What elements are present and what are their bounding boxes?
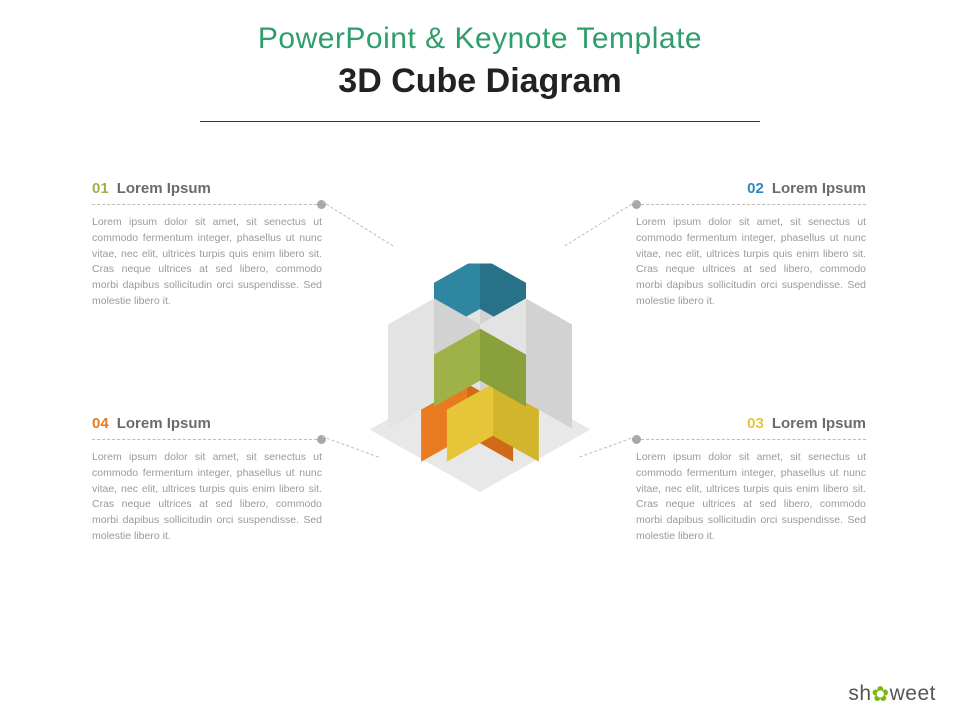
- brand-logo: sh✿weet: [848, 681, 936, 706]
- callout-04: 04 Lorem Ipsum Lorem ipsum dolor sit amet,…: [92, 415, 322, 545]
- callout-label: Lorem Ipsum: [772, 415, 866, 432]
- leaf-icon: ✿: [872, 682, 890, 707]
- callout-body: Lorem ipsum dolor sit amet, sit senectus…: [636, 450, 866, 545]
- title-rule: [200, 121, 760, 122]
- callout-heading: 02 Lorem Ipsum: [636, 180, 866, 205]
- callout-body: Lorem ipsum dolor sit amet, sit senectus…: [636, 215, 866, 310]
- callout-heading: 01 Lorem Ipsum: [92, 180, 322, 205]
- page-title: 3D Cube Diagram: [0, 62, 960, 101]
- callout-label: Lorem Ipsum: [117, 180, 211, 197]
- callout-heading: 04 Lorem Ipsum: [92, 415, 322, 440]
- callout-03: 03 Lorem Ipsum Lorem ipsum dolor sit amet,…: [636, 415, 866, 545]
- callout-heading: 03 Lorem Ipsum: [636, 415, 866, 440]
- callout-body: Lorem ipsum dolor sit amet, sit senectus…: [92, 450, 322, 545]
- callout-number: 02: [747, 180, 764, 197]
- logo-pre: sh: [848, 682, 871, 705]
- diagram-stage: 01 Lorem Ipsum Lorem ipsum dolor sit amet,…: [0, 155, 960, 720]
- connector-line: [564, 201, 636, 246]
- callout-number: 04: [92, 415, 109, 432]
- callout-label: Lorem Ipsum: [117, 415, 211, 432]
- supertitle: PowerPoint & Keynote Template: [0, 22, 960, 56]
- callout-number: 01: [92, 180, 109, 197]
- connector-line: [322, 201, 394, 246]
- callout-number: 03: [747, 415, 764, 432]
- callout-02: 02 Lorem Ipsum Lorem ipsum dolor sit amet,…: [636, 180, 866, 310]
- callout-01: 01 Lorem Ipsum Lorem ipsum dolor sit amet,…: [92, 180, 322, 310]
- callout-body: Lorem ipsum dolor sit amet, sit senectus…: [92, 215, 322, 310]
- cube-diagram: [330, 264, 630, 589]
- callout-label: Lorem Ipsum: [772, 180, 866, 197]
- logo-post: weet: [890, 682, 936, 705]
